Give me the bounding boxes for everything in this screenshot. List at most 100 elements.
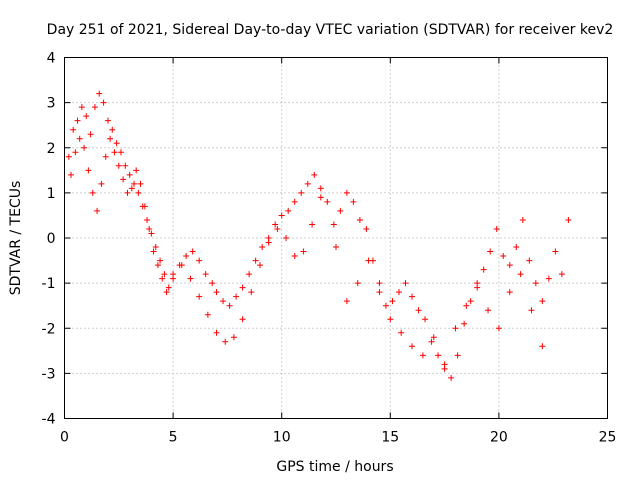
data-point (76, 135, 83, 142)
data-point (91, 104, 98, 111)
data-point (128, 185, 135, 192)
x-tick-labels: 0 5 10 15 20 25 (60, 430, 616, 446)
y-axis-label: SDTVAR / TECUs (8, 181, 24, 296)
data-point (365, 257, 372, 264)
data-point (70, 126, 77, 133)
data-point (150, 248, 157, 255)
data-point (311, 171, 318, 178)
data-point (528, 307, 535, 314)
data-point (87, 131, 94, 138)
data-point (304, 180, 311, 187)
data-point (65, 153, 72, 160)
data-point (246, 271, 253, 278)
data-point (333, 244, 339, 251)
data-point (382, 302, 389, 309)
data-point (409, 293, 416, 300)
grid (64, 57, 608, 419)
data-point (146, 225, 153, 232)
data-point (226, 302, 233, 309)
data-point (115, 162, 122, 169)
data-point (137, 180, 144, 187)
y-tick-label: 0 (47, 231, 56, 247)
data-point (485, 307, 492, 314)
data-point (187, 275, 194, 282)
data-point (154, 262, 161, 269)
data-point (78, 104, 85, 111)
data-point (272, 221, 279, 228)
data-point (435, 352, 442, 359)
data-point (233, 293, 240, 300)
data-point (430, 334, 437, 341)
data-point (291, 198, 298, 205)
data-point (354, 280, 361, 287)
data-point (120, 176, 127, 183)
data-point (109, 126, 116, 133)
axis-ticks (64, 57, 608, 419)
data-point (363, 225, 370, 232)
data-point (545, 275, 552, 282)
y-tick-label: 2 (47, 141, 56, 157)
data-point (415, 307, 422, 314)
data-point (278, 212, 285, 219)
data-point (230, 334, 237, 341)
data-point (324, 198, 331, 205)
data-point (68, 171, 75, 178)
data-point (565, 216, 572, 223)
data-point (330, 221, 337, 228)
data-point (493, 225, 500, 232)
data-point (189, 248, 196, 255)
data-point (196, 257, 203, 264)
x-tick-label: 5 (169, 430, 178, 446)
data-point (163, 289, 170, 296)
data-point (350, 198, 357, 205)
data-point (85, 167, 92, 174)
data-point (196, 293, 203, 300)
data-point (159, 275, 166, 282)
data-point (298, 189, 305, 196)
data-point (387, 316, 394, 323)
y-tick-label: 4 (47, 51, 56, 67)
data-point (274, 225, 281, 232)
data-point (506, 289, 513, 296)
y-tick-label: -4 (42, 412, 56, 428)
data-point (513, 244, 520, 251)
data-point (463, 302, 470, 309)
data-point (131, 180, 138, 187)
plot-frame (64, 57, 608, 419)
data-point (395, 289, 402, 296)
data-point (448, 374, 455, 381)
data-point (539, 343, 546, 350)
data-point (133, 167, 140, 174)
data-point (526, 257, 533, 264)
data-point (474, 284, 481, 291)
data-point (265, 239, 272, 246)
data-point (213, 289, 220, 296)
data-point (102, 153, 109, 160)
data-point (309, 221, 316, 228)
data-point (141, 203, 148, 210)
data-point (104, 117, 111, 124)
data-point (89, 189, 96, 196)
data-point (419, 352, 426, 359)
data-point (283, 235, 290, 241)
y-tick-label: 1 (47, 186, 56, 202)
data-point (539, 298, 546, 305)
data-point (157, 257, 164, 264)
data-point (72, 149, 79, 156)
data-point (165, 284, 172, 291)
data-point (83, 113, 90, 120)
data-point (467, 298, 474, 305)
data-point (487, 248, 494, 255)
x-axis-label: GPS time / hours (276, 459, 393, 475)
y-tick-label: -1 (42, 276, 56, 292)
data-point (409, 343, 416, 350)
data-point (220, 298, 227, 305)
data-point (239, 284, 246, 291)
data-point (343, 298, 350, 305)
data-point (100, 99, 107, 106)
data-point (317, 185, 324, 192)
data-point (152, 244, 159, 251)
data-point (107, 135, 114, 142)
data-point (124, 189, 131, 196)
